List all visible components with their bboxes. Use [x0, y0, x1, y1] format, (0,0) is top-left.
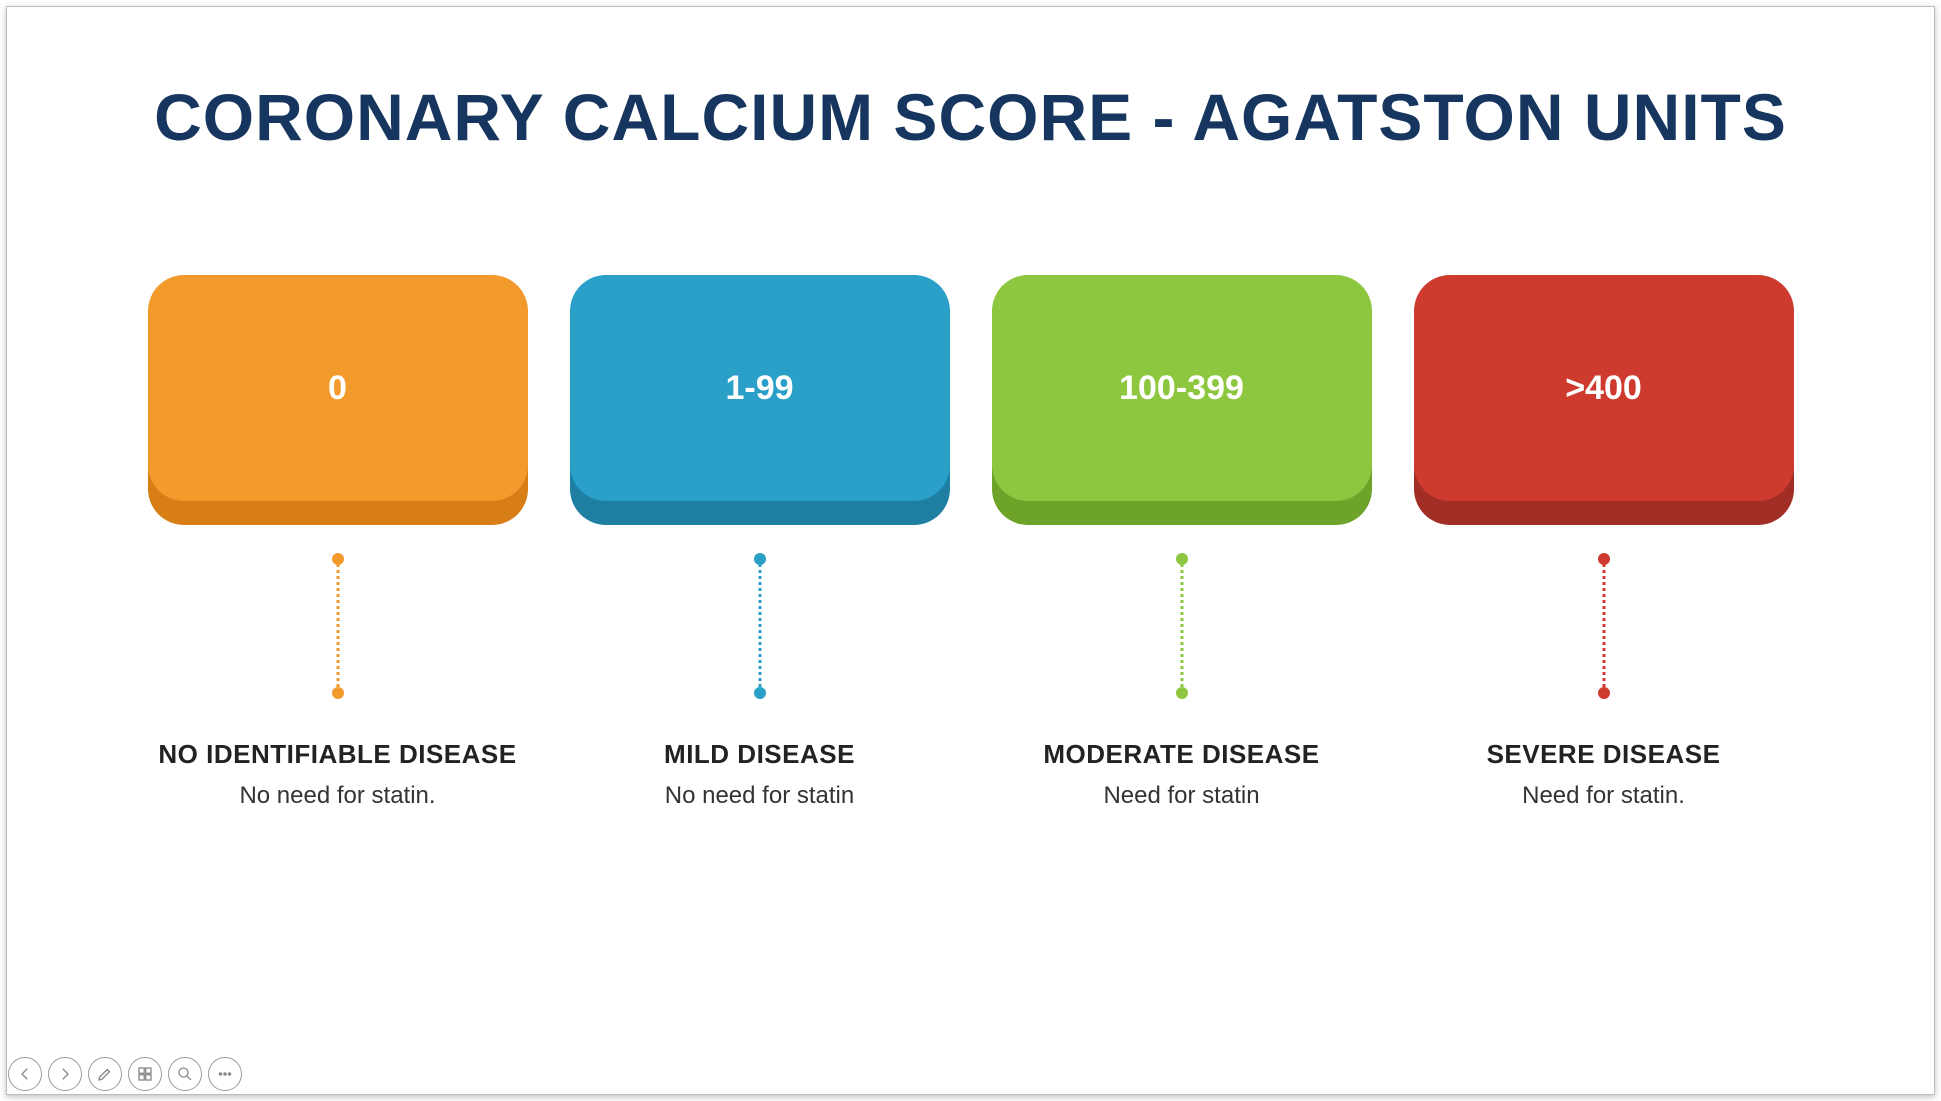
- connector-dot: [1176, 553, 1188, 565]
- category-title: MODERATE DISEASE: [1043, 739, 1319, 770]
- slide-container: CORONARY CALCIUM SCORE - AGATSTON UNITS …: [6, 6, 1935, 1095]
- slide-title: CORONARY CALCIUM SCORE - AGATSTON UNITS: [7, 79, 1934, 155]
- connector: [1599, 553, 1609, 699]
- connector-dot: [332, 553, 344, 565]
- score-range-label: 0: [328, 369, 347, 408]
- chevron-right-icon: [56, 1065, 74, 1083]
- connector-dot: [1598, 687, 1610, 699]
- connector: [755, 553, 765, 699]
- score-range-label: >400: [1565, 369, 1642, 408]
- connector: [1177, 553, 1187, 699]
- connector-dot: [332, 687, 344, 699]
- category-title: SEVERE DISEASE: [1487, 739, 1721, 770]
- connector-dot: [754, 553, 766, 565]
- slide-sorter-button[interactable]: [128, 1057, 162, 1091]
- grid-icon: [136, 1065, 154, 1083]
- connector-dot: [754, 687, 766, 699]
- zoom-button[interactable]: [168, 1057, 202, 1091]
- score-card: >400: [1414, 275, 1794, 525]
- category-subtitle: No need for statin.: [239, 782, 435, 810]
- connector-line: [336, 559, 339, 693]
- pen-icon: [96, 1065, 114, 1083]
- connector-dot: [1176, 687, 1188, 699]
- score-card: 100-399: [992, 275, 1372, 525]
- category-subtitle: Need for statin: [1103, 782, 1259, 810]
- connector-line: [1602, 559, 1605, 693]
- chevron-left-icon: [16, 1065, 34, 1083]
- score-card: 0: [148, 275, 528, 525]
- connector-line: [758, 559, 761, 693]
- card-top: 1-99: [570, 275, 950, 501]
- next-slide-button[interactable]: [48, 1057, 82, 1091]
- magnifier-icon: [176, 1065, 194, 1083]
- connector-dot: [1598, 553, 1610, 565]
- ellipsis-icon: [216, 1065, 234, 1083]
- card-top: 100-399: [992, 275, 1372, 501]
- pen-button[interactable]: [88, 1057, 122, 1091]
- score-range-label: 1-99: [725, 369, 793, 408]
- connector-line: [1180, 559, 1183, 693]
- presenter-toolbar: [8, 1057, 242, 1091]
- category-column: 0 NO IDENTIFIABLE DISEASE No need for stat…: [148, 275, 528, 810]
- more-options-button[interactable]: [208, 1057, 242, 1091]
- category-subtitle: No need for statin: [665, 782, 854, 810]
- category-title: NO IDENTIFIABLE DISEASE: [158, 739, 516, 770]
- prev-slide-button[interactable]: [8, 1057, 42, 1091]
- category-subtitle: Need for statin.: [1522, 782, 1685, 810]
- category-title: MILD DISEASE: [664, 739, 855, 770]
- card-top: 0: [148, 275, 528, 501]
- category-column: >400 SEVERE DISEASE Need for statin.: [1414, 275, 1794, 810]
- category-row: 0 NO IDENTIFIABLE DISEASE No need for stat…: [7, 275, 1934, 810]
- score-card: 1-99: [570, 275, 950, 525]
- card-top: >400: [1414, 275, 1794, 501]
- score-range-label: 100-399: [1119, 369, 1244, 408]
- category-column: 1-99 MILD DISEASE No need for statin: [570, 275, 950, 810]
- category-column: 100-399 MODERATE DISEASE Need for statin: [992, 275, 1372, 810]
- connector: [333, 553, 343, 699]
